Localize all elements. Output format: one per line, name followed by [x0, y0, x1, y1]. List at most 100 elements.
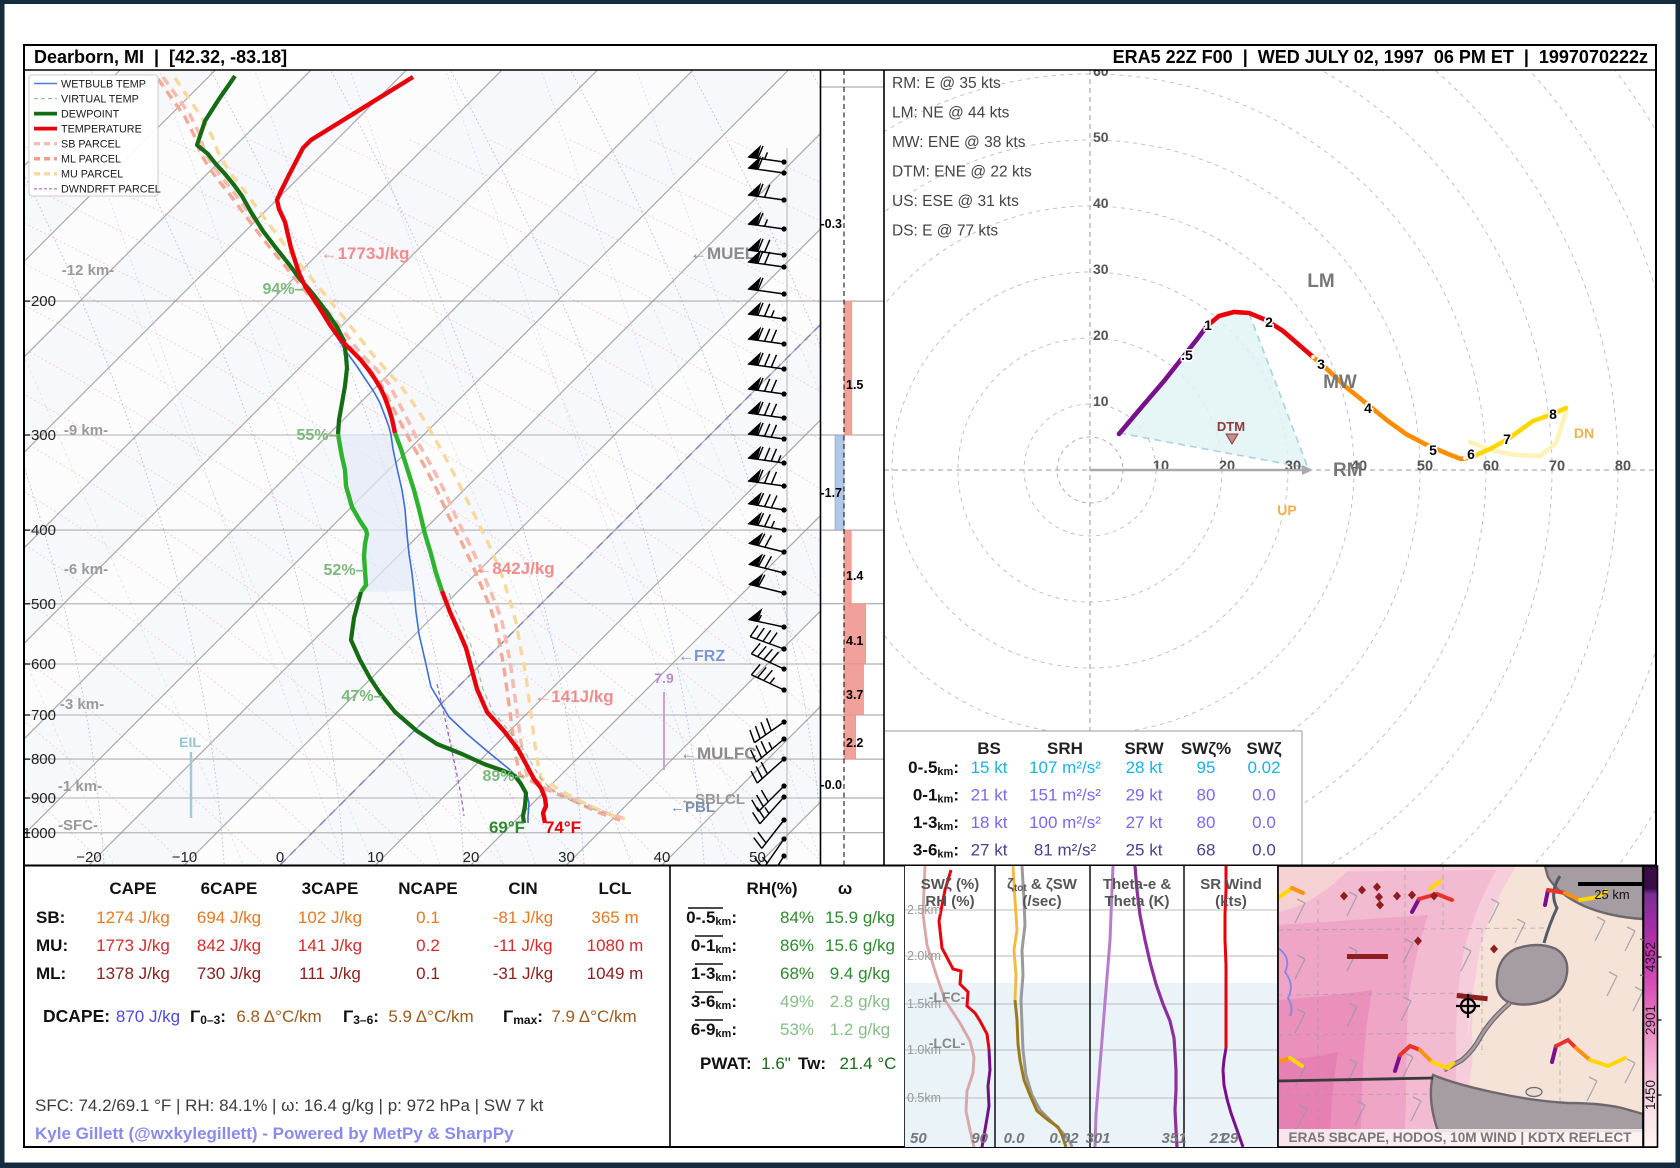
- svg-text:27 kt: 27 kt: [971, 841, 1008, 860]
- svg-text:←MUEL: ←MUEL: [690, 244, 755, 263]
- svg-text:UP: UP: [1277, 502, 1296, 518]
- svg-text:52%–: 52%–: [324, 562, 365, 579]
- svg-text:21: 21: [1209, 1130, 1227, 1147]
- svg-text:2.2: 2.2: [846, 736, 863, 750]
- svg-text:141 J/kg: 141 J/kg: [298, 936, 362, 955]
- svg-text:-11 J/kg: -11 J/kg: [493, 936, 552, 955]
- svg-text:81 m²/s²: 81 m²/s²: [1034, 841, 1097, 860]
- svg-text:-31 J/kg: -31 J/kg: [493, 964, 553, 983]
- svg-text:DTM: DTM: [1217, 419, 1245, 434]
- svg-text:3: 3: [1317, 356, 1325, 372]
- svg-text:18 kt: 18 kt: [971, 813, 1008, 832]
- svg-text:900: 900: [31, 790, 56, 807]
- svg-text:50: 50: [910, 1130, 927, 1147]
- svg-text:0.5km: 0.5km: [907, 1091, 941, 1105]
- svg-text:30: 30: [1093, 261, 1109, 277]
- svg-text:1.4: 1.4: [846, 569, 863, 583]
- svg-text:-LFC-: -LFC-: [929, 989, 966, 1005]
- svg-text:ERA5 22Z F00 | WED JULY 02,: ERA5 22Z F00 | WED JULY 02, 1997 06 PM E…: [1113, 47, 1648, 67]
- svg-text:80: 80: [1197, 786, 1216, 805]
- svg-text:40: 40: [1351, 459, 1367, 475]
- svg-text:CAPE: CAPE: [109, 879, 156, 898]
- svg-text:VIRTUAL TEMP: VIRTUAL TEMP: [61, 93, 139, 105]
- svg-text:50: 50: [1417, 459, 1433, 475]
- svg-text:21.4 °C: 21.4 °C: [840, 1054, 897, 1073]
- svg-text:25 kt: 25 kt: [1126, 841, 1163, 860]
- svg-text:70: 70: [1549, 459, 1565, 475]
- svg-text:PWAT:: PWAT:: [700, 1054, 752, 1073]
- svg-text:Kyle Gillett (@wxkylegillett): Kyle Gillett (@wxkylegillett) - Powered …: [35, 1124, 514, 1143]
- svg-text:100 m²/s²: 100 m²/s²: [1029, 813, 1101, 832]
- svg-text:27 kt: 27 kt: [1126, 813, 1163, 832]
- svg-text:0.0: 0.0: [1252, 813, 1276, 832]
- svg-text:SR Wind: SR Wind: [1200, 876, 1262, 893]
- svg-text:86%: 86%: [780, 936, 814, 955]
- svg-text:US: ESE @ 31 kts: US: ESE @ 31 kts: [892, 193, 1019, 210]
- svg-text:30: 30: [1285, 459, 1301, 475]
- svg-text:-1 km-: -1 km-: [58, 778, 102, 795]
- svg-text:DCAPE:: DCAPE:: [43, 1006, 110, 1026]
- svg-text:DWNDRFT PARCEL: DWNDRFT PARCEL: [61, 184, 161, 196]
- svg-text:MW: ENE @ 38 kts: MW: ENE @ 38 kts: [892, 134, 1026, 151]
- svg-text:ML:: ML:: [36, 964, 66, 983]
- svg-text:SRH: SRH: [1047, 739, 1083, 758]
- svg-text:2.5km: 2.5km: [907, 903, 941, 917]
- svg-text:NCAPE: NCAPE: [398, 879, 458, 898]
- svg-text:←FRZ: ←FRZ: [678, 648, 725, 665]
- svg-text:800: 800: [31, 751, 56, 768]
- svg-text:69°F: 69°F: [489, 818, 525, 837]
- svg-text:(/sec): (/sec): [1022, 893, 1061, 910]
- svg-text:ERA5 SBCAPE, HODOS, 10M WIND |: ERA5 SBCAPE, HODOS, 10M WIND | KDTX REFL…: [1289, 1130, 1633, 1145]
- svg-text:1773 J/kg: 1773 J/kg: [96, 936, 170, 955]
- svg-text:0.02: 0.02: [1049, 1130, 1079, 1147]
- svg-text:−20: −20: [76, 849, 101, 866]
- svg-text:730 J/kg: 730 J/kg: [197, 964, 261, 983]
- svg-text:21 kt: 21 kt: [971, 786, 1008, 805]
- svg-text:1.2 g/kg: 1.2 g/kg: [830, 1020, 891, 1039]
- svg-text:60: 60: [1483, 459, 1499, 475]
- svg-text:600: 600: [31, 656, 56, 673]
- svg-text:5: 5: [1429, 442, 1437, 458]
- svg-text:LCL: LCL: [598, 879, 631, 898]
- svg-text:0.2: 0.2: [416, 936, 440, 955]
- svg-text:0: 0: [276, 849, 284, 866]
- svg-text:2: 2: [1265, 314, 1273, 330]
- svg-text:SWζ: SWζ: [1246, 739, 1281, 758]
- svg-text:Dearborn, MI | [42.32, -83.1: Dearborn, MI | [42.32, -83.18]: [34, 47, 287, 67]
- svg-text:1049 m: 1049 m: [587, 964, 644, 983]
- svg-text:700: 700: [31, 707, 56, 724]
- svg-text:.5: .5: [1181, 347, 1193, 363]
- svg-text:25 km: 25 km: [1594, 887, 1629, 902]
- svg-text:300: 300: [31, 427, 56, 444]
- svg-text:1.5: 1.5: [846, 378, 863, 392]
- svg-text:←1773J/kg: ←1773J/kg: [321, 244, 410, 263]
- svg-text:Theta (K): Theta (K): [1105, 893, 1170, 910]
- svg-text:20: 20: [1093, 327, 1109, 343]
- svg-text:870 J/kg: 870 J/kg: [116, 1007, 180, 1026]
- svg-text:0.0: 0.0: [1252, 786, 1276, 805]
- svg-text:ω: ω: [838, 879, 852, 898]
- svg-text:BS: BS: [977, 739, 1001, 758]
- svg-text:1080 m: 1080 m: [587, 936, 644, 955]
- svg-text:10: 10: [1093, 393, 1109, 409]
- svg-text:0.0: 0.0: [1004, 1130, 1026, 1147]
- svg-text:1: 1: [1204, 317, 1212, 333]
- svg-text:RM: RM: [1333, 460, 1363, 481]
- svg-text:365 m: 365 m: [591, 908, 638, 927]
- svg-text:1.5km: 1.5km: [907, 997, 941, 1011]
- svg-text:SB PARCEL: SB PARCEL: [61, 139, 121, 151]
- svg-text:94%–: 94%–: [263, 281, 304, 298]
- svg-text:DEWPOINT: DEWPOINT: [61, 108, 120, 120]
- svg-text:200: 200: [31, 293, 56, 310]
- svg-text:TEMPERATURE: TEMPERATURE: [61, 123, 142, 135]
- svg-text:7: 7: [1503, 431, 1511, 447]
- svg-text:8: 8: [1549, 406, 1557, 422]
- svg-text:53%: 53%: [780, 1020, 814, 1039]
- svg-text:ML PARCEL: ML PARCEL: [61, 154, 121, 166]
- svg-text:1274 J/kg: 1274 J/kg: [96, 908, 170, 927]
- svg-text:1.6": 1.6": [761, 1054, 791, 1073]
- svg-text:20: 20: [1219, 459, 1235, 475]
- svg-text:10: 10: [1153, 459, 1169, 475]
- svg-text:Theta-e &: Theta-e &: [1103, 876, 1172, 893]
- svg-text:SFC: 74.2/69.1 °F | RH: 84.1%: SFC: 74.2/69.1 °F | RH: 84.1% | ω: 16.4 …: [35, 1096, 544, 1115]
